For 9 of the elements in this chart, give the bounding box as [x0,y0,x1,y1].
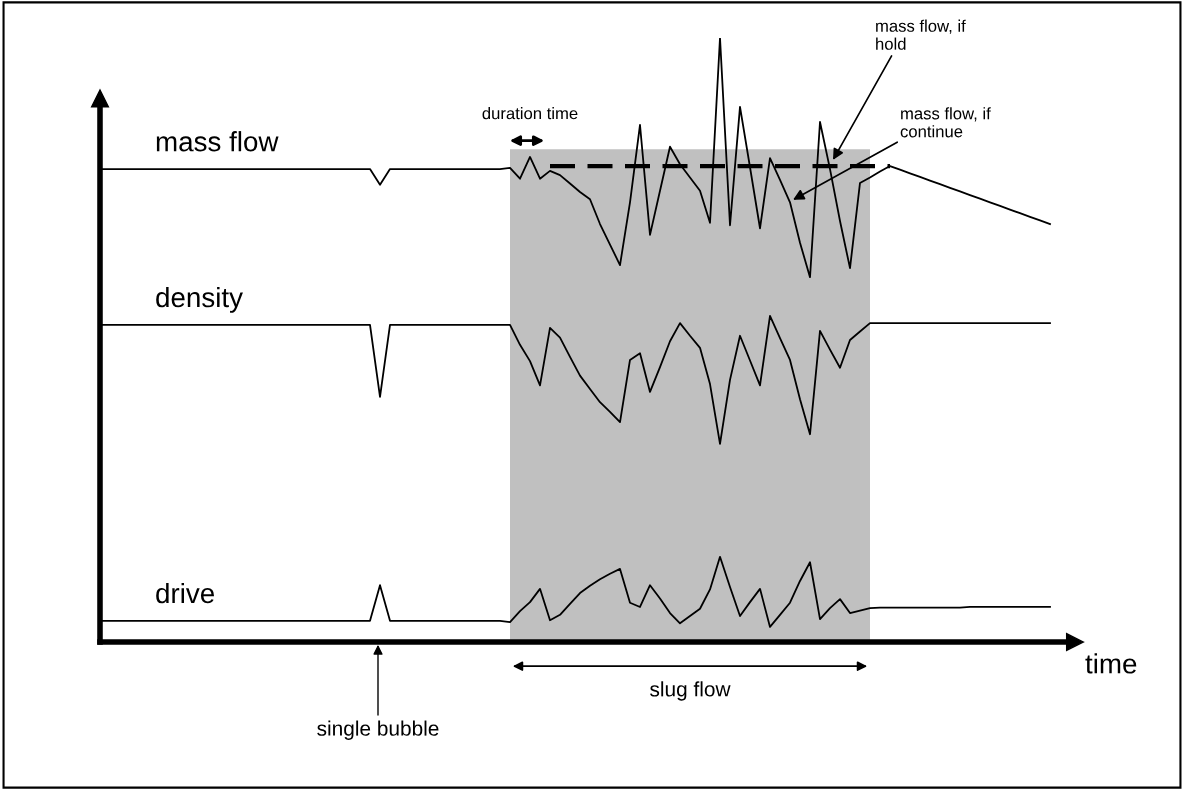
annotation: mass flow, if hold [876,19,966,50]
text: single bubble [317,720,439,740]
text: slug flow [650,681,731,701]
series-label: mass flow [156,131,279,152]
series-label: density [156,286,243,313]
series-label: drive [156,582,214,604]
annotation: mass flow, if continue [900,107,991,138]
annotation: duration time [482,107,578,120]
x-axis-title: time [1085,653,1137,674]
